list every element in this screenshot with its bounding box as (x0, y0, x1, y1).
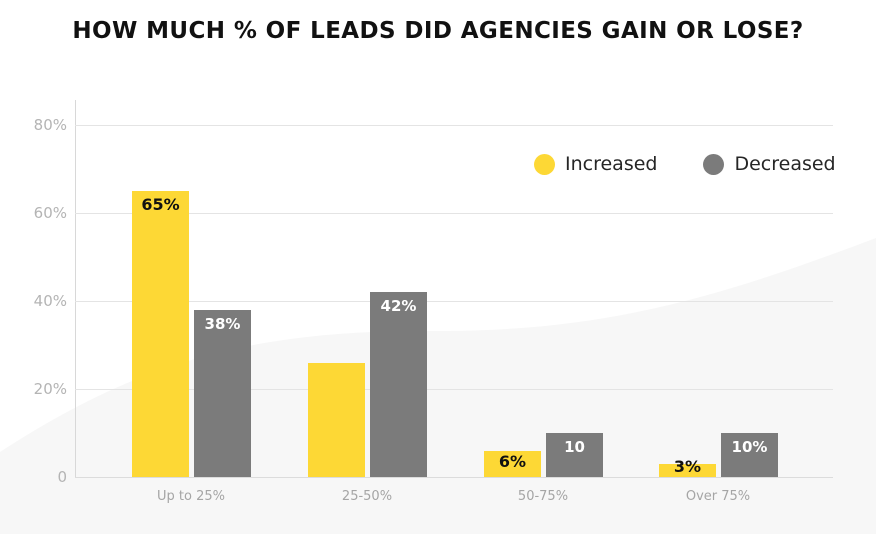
bar-increased-1: 65% (132, 191, 189, 477)
chart-title: HOW MUCH % OF LEADS DID AGENCIES GAIN OR… (72, 18, 804, 44)
bar-value-label: 38% (204, 315, 241, 333)
gridline-20% (75, 389, 833, 390)
legend-dot-icon (534, 153, 555, 175)
bar-value-label: 10% (731, 438, 768, 456)
gridline-60% (75, 213, 833, 214)
legend-item-decreased: Decreased (703, 153, 836, 175)
bar-decreased-4: 10% (721, 433, 778, 477)
x-axis-category-label: Up to 25% (157, 489, 225, 504)
x-axis-category-label: 25-50% (341, 489, 393, 504)
legend-label: Decreased (734, 153, 836, 175)
bar-decreased-3: 10 (546, 433, 603, 477)
legend-dot-icon (703, 153, 725, 175)
y-axis-tick-label: 80% (33, 116, 67, 134)
gridline-80% (75, 125, 833, 126)
y-axis-tick-label: 60% (33, 204, 67, 222)
gridline-0 (75, 477, 833, 478)
y-axis-line (75, 100, 76, 478)
chart-legend: Increased Decreased (534, 153, 836, 175)
bar-increased-2 (308, 363, 365, 477)
bar-increased-3: 6% (484, 451, 541, 477)
x-axis-category-label: 50-75% (517, 489, 569, 504)
bar-value-label: 6% (498, 452, 527, 471)
bar-decreased-1: 38% (194, 310, 251, 477)
y-axis-tick-label: 20% (33, 380, 67, 398)
y-axis-tick-label: 0 (57, 468, 67, 486)
legend-label: Increased (565, 153, 658, 175)
legend-item-increased: Increased (534, 153, 657, 175)
gridline-40% (75, 301, 833, 302)
x-axis-category-label: Over 75% (685, 489, 751, 504)
bar-value-label: 3% (673, 457, 702, 476)
bar-value-label: 42% (380, 297, 417, 315)
bar-decreased-2: 42% (370, 292, 427, 477)
bar-value-label: 10 (564, 438, 585, 456)
bar-increased-4: 3% (659, 459, 716, 477)
bar-value-label: 65% (141, 195, 180, 214)
y-axis-tick-label: 40% (33, 292, 67, 310)
